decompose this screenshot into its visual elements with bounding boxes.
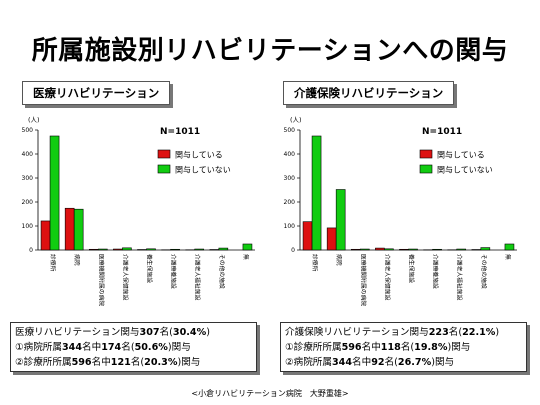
legend-label-not-involved: 関与していない	[175, 166, 231, 175]
bar-not-involved-3	[122, 247, 132, 251]
y-tick-label: 400	[284, 151, 296, 158]
summary-line-2: ②診療所所属596名中121名(20.3%)関与	[15, 357, 201, 368]
bar-not-involved-6	[456, 248, 467, 251]
bar-not-involved-8	[504, 243, 515, 251]
care-insurance-rehab-chart: (人) N=1011 0 100 200 300 400 500 診療所 病院 医療機関附属の病院 介…	[284, 116, 517, 306]
x-tick-label: その他の施設	[480, 254, 488, 289]
summary-line-1: ①病院所属344名中174名(50.6%)関与	[15, 342, 191, 353]
bar-not-involved-0	[49, 135, 60, 251]
bar-not-involved-2	[359, 248, 370, 251]
bar-involved-4	[399, 248, 409, 251]
bar-involved-1	[326, 227, 337, 251]
bar-not-involved-7	[480, 247, 491, 251]
bar-not-involved-6	[194, 248, 205, 251]
y-tick-label: 300	[22, 175, 34, 182]
y-tick-label: 500	[22, 127, 34, 134]
page-title: 所属施設別リハビリテーションへの関与	[31, 36, 509, 66]
y-tick-label: 100	[284, 223, 296, 230]
legend-label-involved: 関与している	[437, 151, 485, 160]
legend-label-not-involved: 関与していない	[437, 166, 493, 175]
bar-not-involved-1	[73, 208, 84, 251]
legend-swatch-involved	[419, 149, 433, 159]
x-tick-label: 養生保施設	[408, 254, 416, 283]
bar-not-involved-2	[97, 248, 108, 251]
bar-not-involved-4	[146, 248, 156, 251]
bar-not-involved-4	[408, 248, 418, 251]
x-tick-label: 医療機関附属の病院	[359, 254, 367, 306]
y-tick-label: 200	[22, 199, 34, 206]
section-label-care-insurance: 介護保険リハビリテーション	[283, 81, 455, 105]
bar-involved-1	[64, 207, 75, 251]
bar-not-involved-1	[335, 189, 346, 251]
x-tick-label: 無	[242, 254, 250, 260]
x-tick-label: 介護療養施設	[432, 254, 440, 289]
y-tick-label: 500	[284, 127, 296, 134]
x-tick-label: 養生保施設	[146, 254, 154, 283]
bar-not-involved-8	[242, 243, 253, 251]
bar-not-involved-5	[170, 248, 180, 251]
bar-involved-2	[88, 248, 99, 251]
legend-label-involved: 関与している	[175, 151, 223, 160]
summary-line-2: ②病院所属344名中92名(26.7%)関与	[285, 357, 455, 368]
x-tick-label: 診療所	[311, 254, 319, 272]
summary-box-medical: 医療リハビリテーション関与307名(30.4%) ①病院所属344名中174名(…	[10, 322, 257, 372]
sample-size-annotation: N=1011	[160, 127, 200, 137]
sample-size-annotation: N=1011	[422, 127, 462, 137]
x-tick-label: 介護老人福祉施設	[194, 254, 202, 301]
y-tick-label: 400	[22, 151, 34, 158]
bar-involved-0	[302, 221, 313, 251]
y-tick-label: 200	[284, 199, 296, 206]
x-tick-label: 介護療養施設	[170, 254, 178, 289]
y-tick-label: 100	[22, 223, 34, 230]
x-tick-label: 介護老人保健施設	[121, 254, 129, 301]
y-axis-label: (人)	[290, 116, 302, 124]
section-label-medical: 医療リハビリテーション	[22, 81, 171, 105]
y-tick-label: 300	[284, 175, 296, 182]
legend-swatch-not-involved	[419, 164, 433, 174]
bar-not-involved-3	[384, 248, 394, 251]
legend-swatch-involved	[157, 149, 171, 159]
y-axis-label: (人)	[28, 116, 40, 124]
x-tick-label: 病院	[73, 254, 81, 266]
legend-swatch-not-involved	[157, 164, 171, 174]
bar-involved-3	[113, 248, 123, 251]
x-tick-label: 介護老人保健施設	[383, 254, 391, 301]
y-tick-label: 0	[29, 247, 33, 254]
footer-credit: <小倉リハビリテーション病院 大野重雄>	[191, 389, 349, 398]
y-tick-label: 0	[291, 247, 295, 254]
bar-not-involved-0	[311, 135, 322, 251]
summary-box-care-insurance: 介護保険リハビリテーション関与223名(22.1%) ①診療所所属596名中11…	[280, 322, 527, 372]
bar-involved-3	[375, 247, 385, 251]
x-tick-label: 無	[504, 254, 512, 260]
x-tick-label: 医療機関附属の病院	[97, 254, 105, 306]
bar-not-involved-7	[218, 247, 229, 251]
summary-line-total: 医療リハビリテーション関与307名(30.4%)	[15, 327, 210, 338]
bar-involved-2	[350, 248, 361, 251]
x-tick-label: 介護老人福祉施設	[456, 254, 464, 301]
bar-not-involved-5	[432, 248, 442, 251]
x-tick-label: 病院	[335, 254, 343, 266]
x-tick-label: その他の施設	[218, 254, 226, 289]
bar-involved-0	[40, 220, 51, 251]
summary-line-total: 介護保険リハビリテーション関与223名(22.1%)	[285, 327, 500, 338]
x-tick-label: 診療所	[49, 254, 57, 272]
medical-rehab-chart: (人) N=1011 0 100 200 300 400 500 診療所 病院 医療機関附属の病院 介…	[22, 116, 255, 306]
summary-line-1: ①診療所所属596名中118名(19.8%)関与	[285, 342, 471, 353]
